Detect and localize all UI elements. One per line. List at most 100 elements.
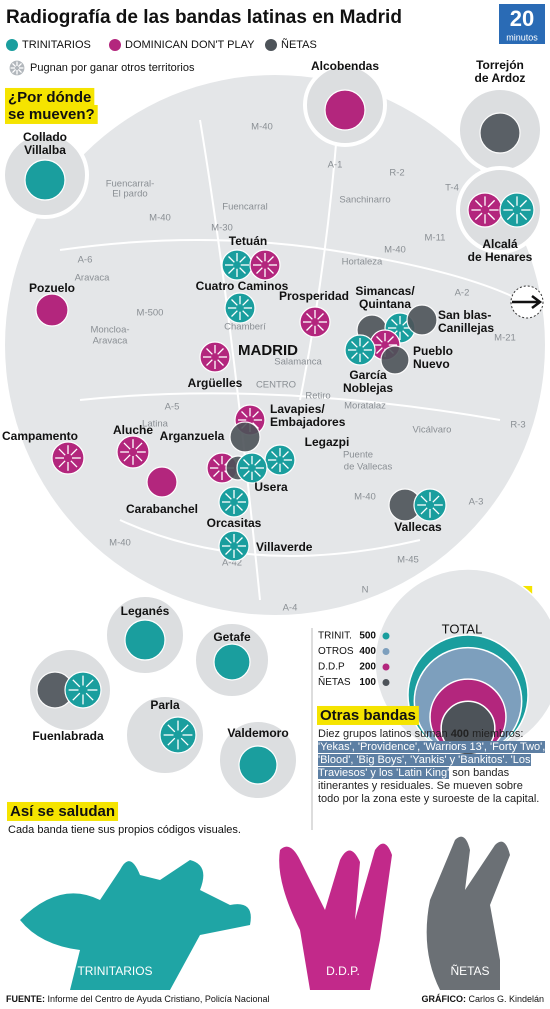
map-label: Fuencarral- [106,179,155,190]
hand-label: D.D.P. [326,964,360,978]
title: Radiografía de las bandas latinas en Mad… [6,7,402,28]
map-label: M-40 [354,492,376,503]
marker-spoke [487,199,496,208]
map-label: Vicálvaro [413,425,452,436]
arrow [512,295,543,309]
marker-spoke [70,460,78,468]
legend-label: DOMINICAN DON'T PLAY [125,39,255,51]
map-label: A-6 [78,255,93,266]
marker-spoke [432,507,440,515]
road [119,519,421,557]
highlight [5,104,98,124]
question: se mueven? [8,106,95,123]
place-label: Collado [23,130,67,144]
marker-spoke [362,352,369,359]
map-label: Moncloa- [90,325,129,336]
gang-marker [24,159,66,201]
place-label: Fuenlabrada [32,729,104,743]
hand-label: ÑETAS [450,964,489,978]
map-label: Puente [343,450,373,461]
map-label: T-4 [445,183,459,194]
marker-spoke [85,679,94,688]
highlight [317,705,419,725]
marker-spoke [254,459,261,466]
marker-spoke [362,341,369,348]
map-label: M-500 [137,308,164,319]
place-label: Lavapies/ [270,402,325,416]
place-label: Prosperidad [279,289,349,303]
place-label: Vallecas [394,520,442,534]
footer-part: FUENTE: [6,994,45,1004]
place-label: Villalba [24,143,66,157]
place-label: San blas- [438,308,491,322]
marker-spoke [506,199,515,208]
row-label: ÑETAS [318,675,351,688]
road [199,119,261,601]
gang-marker [35,293,69,327]
marker-spoke [228,256,235,263]
map-label: Aravaca [93,336,129,347]
marker-spoke [282,451,289,458]
map-label: M-45 [397,555,419,566]
marker-spoke [519,212,528,221]
marker-spoke [487,212,496,221]
marker-spoke [58,448,66,456]
marker-spoke [267,267,274,274]
map-label: M-40 [109,538,131,549]
footer-part: Informe del Centro de Ayuda Cristiano, P… [45,994,269,1004]
highlight [5,87,95,107]
marker-spoke [267,256,274,263]
place-label: Noblejas [343,381,393,395]
marker-spoke [236,548,243,555]
place-label: Cuatro Caminos [196,279,289,293]
marker-spoke [206,348,213,355]
map-label: Chamberí [224,322,266,333]
marker-spoke [420,507,428,515]
marker-spoke [180,724,189,733]
map-label: CENTRO [256,380,296,391]
legend-swatch [109,39,121,51]
other-bands-text: Diez grupos latinos suman 400 miembros: … [318,728,546,806]
place-label: Embajadores [270,415,346,429]
gang-marker [146,466,178,498]
legend-label: TRINITARIOS [22,39,91,51]
marker-spoke [123,442,131,450]
marker-spoke [225,493,232,500]
road [59,239,521,301]
map-label: Aravaca [75,273,111,284]
marker-spoke [306,313,313,320]
place-label: Usera [254,480,288,494]
place-label: Pueblo [413,344,453,358]
hand [20,860,251,990]
marker-spoke [506,212,515,221]
map-label: A-3 [469,497,484,508]
place-label: Argüelles [188,376,243,390]
place-label: Pozuelo [29,281,75,295]
marker-spoke [239,256,246,263]
place-label: Alcalá [482,237,518,251]
row-value: 100 [359,677,376,688]
map-label: M-11 [425,233,446,244]
place-label: Torrejón [476,58,524,72]
marker-spoke [254,470,261,477]
map-label: A-42 [222,558,242,569]
marker-spoke [317,313,324,320]
greetings-title: Así se saludan [10,803,115,820]
legend-note: Pugnan por ganar otros territorios [30,62,195,74]
question: ¿Por dónde [8,89,91,106]
place-label: Leganés [121,604,170,618]
row-dot [382,632,390,640]
marker-spoke [243,470,250,477]
marker-spoke [519,199,528,208]
place-label: Parla [150,698,180,712]
marker-spoke [225,537,232,544]
gang-marker [380,345,410,375]
marker-spoke [217,359,224,366]
map-label: M-40 [251,122,273,133]
place-label: Campamento [2,429,78,443]
map-label: de Vallecas [344,462,393,473]
marker-spoke [228,267,235,274]
text: son bandas itinerantes y residuales. Se … [318,767,540,805]
marker-spoke [474,199,483,208]
row-value: 500 [359,631,376,642]
